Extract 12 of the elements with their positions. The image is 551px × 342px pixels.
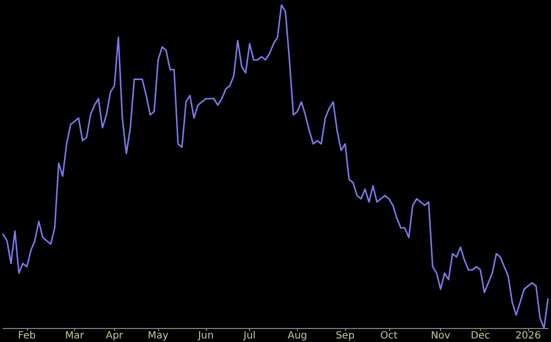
x-tick-label: Jul (242, 330, 256, 342)
x-tick-label: Apr (106, 330, 124, 342)
x-tick-label: Feb (18, 330, 36, 342)
x-tick-label: Nov (430, 330, 450, 342)
x-tick-label: Jun (197, 330, 214, 342)
x-tick-label: Sep (336, 330, 355, 342)
x-tick-label: 2026 (515, 330, 541, 342)
x-tick-label: Oct (380, 330, 398, 342)
x-tick-label: Dec (470, 330, 490, 342)
x-tick-label: Aug (288, 330, 308, 342)
x-tick-label: Mar (65, 330, 85, 342)
x-tick-label: May (148, 330, 169, 342)
